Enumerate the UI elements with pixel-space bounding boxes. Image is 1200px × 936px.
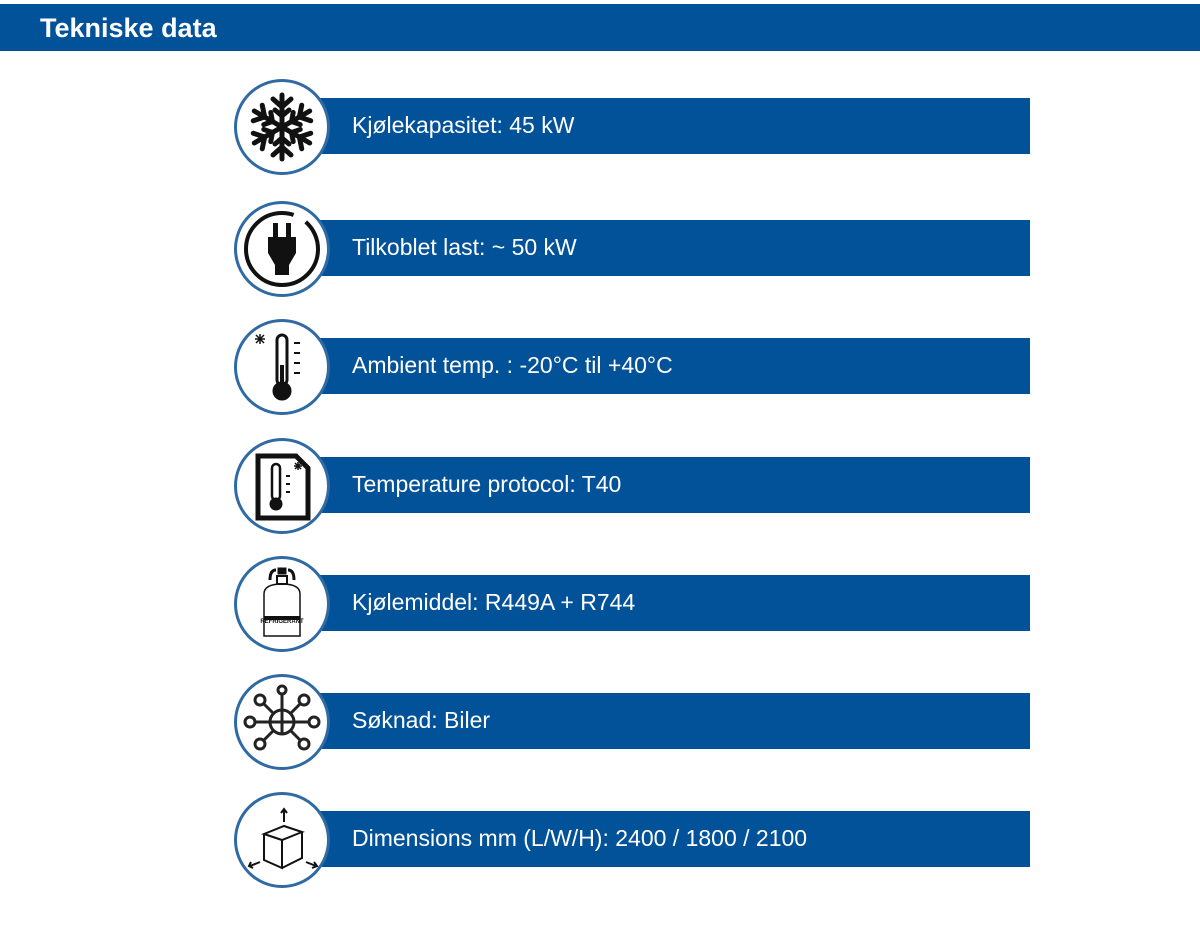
spec-label: Ambient temp. : -20°C til +40°C	[352, 352, 673, 378]
spec-row-temperature-protocol: Temperature protocol: T40	[232, 435, 1032, 535]
spec-label: Temperature protocol: T40	[352, 471, 622, 497]
box-dimensions-icon	[247, 807, 319, 870]
temperature-protocol-icon	[255, 453, 311, 521]
plug-icon	[244, 211, 321, 287]
snowflake-icon	[242, 92, 322, 167]
header-bar: Tekniske data	[0, 4, 1200, 51]
cylinder-label: REFRIGERANT	[260, 619, 304, 625]
spec-label: Tilkoblet last: ~ 50 kW	[352, 234, 577, 260]
spec-row-ambient-temp: Ambient temp. : -20°C til +40°C	[232, 316, 1032, 416]
spec-label: Dimensions mm (L/W/H): 2400 / 1800 / 210…	[352, 825, 808, 851]
network-icon	[243, 684, 321, 751]
spec-label: Kjølemiddel: R449A + R744	[352, 589, 636, 615]
thermometer-icon	[255, 333, 300, 401]
spec-row-connected-load: Tilkoblet last: ~ 50 kW	[232, 198, 1032, 298]
refrigerant-cylinder-icon: REFRIGERANT	[260, 567, 304, 637]
spec-label: Søknad: Biler	[352, 707, 491, 733]
spec-row-dimensions: Dimensions mm (L/W/H): 2400 / 1800 / 210…	[232, 789, 1032, 889]
spec-row-cooling-capacity: Kjølekapasitet: 45 kW	[232, 76, 1032, 176]
spec-row-application: Søknad: Biler	[232, 671, 1032, 771]
page-title: Tekniske data	[40, 13, 217, 43]
spec-row-refrigerant: Kjølemiddel: R449A + R744 REFRIGERANT	[232, 553, 1032, 653]
spec-label: Kjølekapasitet: 45 kW	[352, 112, 575, 138]
